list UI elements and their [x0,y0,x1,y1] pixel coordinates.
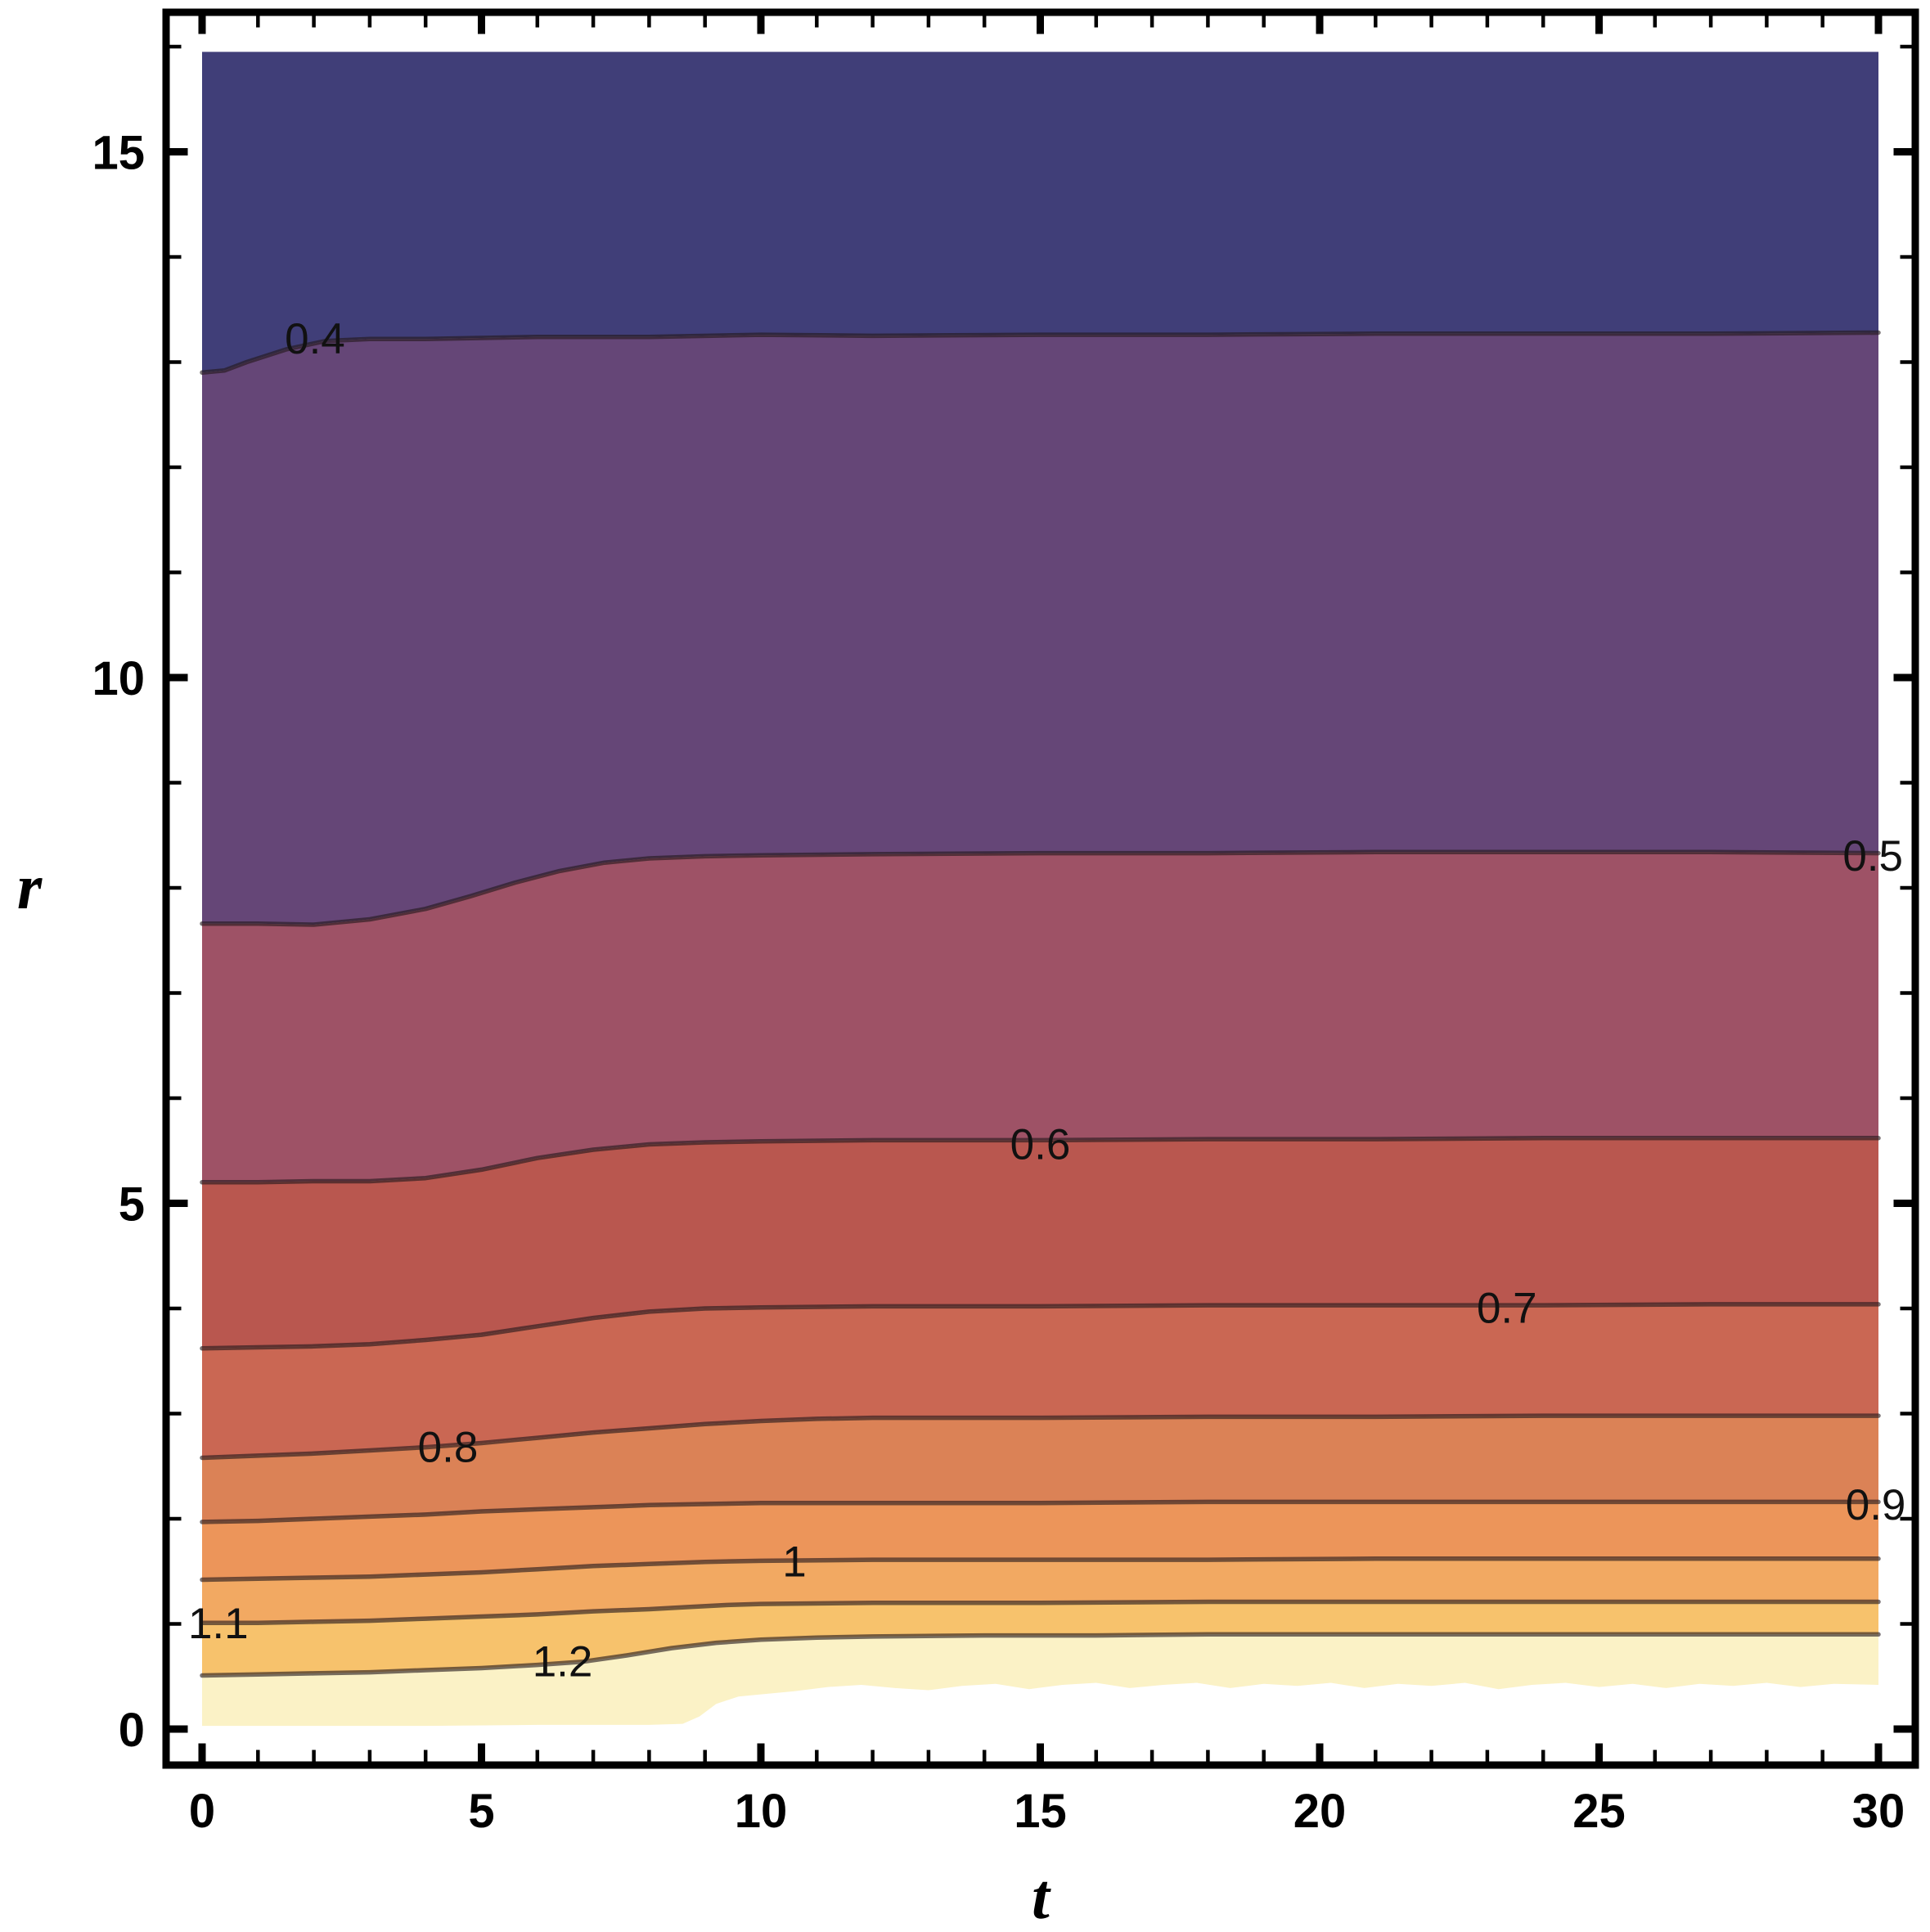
contour-band-8 [202,1601,1878,1676]
contour-line-0.5 [200,849,1881,927]
contour-band-2 [202,852,1878,1182]
contour-line-0.4 [200,330,1881,376]
x-tick-label-25: 25 [1572,1785,1626,1838]
y-axis-label: r [17,851,43,922]
contour-line-0.8 [200,1413,1881,1461]
contour-line-0.7 [200,1302,1881,1351]
y-tick-label-15: 15 [92,127,145,180]
y-tick-label-0: 0 [119,1704,145,1757]
x-tick-label-30: 30 [1852,1785,1905,1838]
y-tick-label-10: 10 [92,652,145,705]
x-tick-label-20: 20 [1293,1785,1347,1838]
x-axis-label: t [1032,1861,1051,1932]
plot-frame [162,8,1919,1769]
x-tick-label-0: 0 [189,1785,215,1838]
contour-band-5 [202,1416,1878,1522]
contour-line-0.6 [200,1136,1881,1185]
x-tick-label-15: 15 [1014,1785,1067,1838]
contour-label-0.6: 0.6 [1010,1120,1071,1169]
contour-label-0.7: 0.7 [1477,1285,1537,1333]
contour-label-0.5: 0.5 [1842,832,1903,880]
y-tick-label-5: 5 [119,1178,145,1232]
contour-line-0.9 [200,1499,1881,1524]
contour-line-1.1 [200,1599,1881,1625]
x-tick-label-10: 10 [735,1785,788,1838]
contour-line-1 [200,1556,1881,1583]
contour-band-4 [202,1304,1878,1458]
contour-line-1.2 [200,1632,1881,1678]
contour-band-7 [202,1558,1878,1624]
contour-band-1 [202,332,1878,925]
contour-label-1: 1 [782,1538,806,1586]
contour-label-1.2: 1.2 [533,1637,593,1686]
contour-label-0.9: 0.9 [1846,1481,1906,1529]
x-tick-label-5: 5 [468,1785,494,1838]
contour-band-6 [202,1502,1878,1580]
contour-band-0 [202,52,1878,373]
contour-label-1.1: 1.1 [188,1600,249,1648]
contour-label-0.8: 0.8 [418,1423,479,1471]
contour-band-3 [202,1137,1878,1349]
contour-label-0.4: 0.4 [285,315,345,363]
